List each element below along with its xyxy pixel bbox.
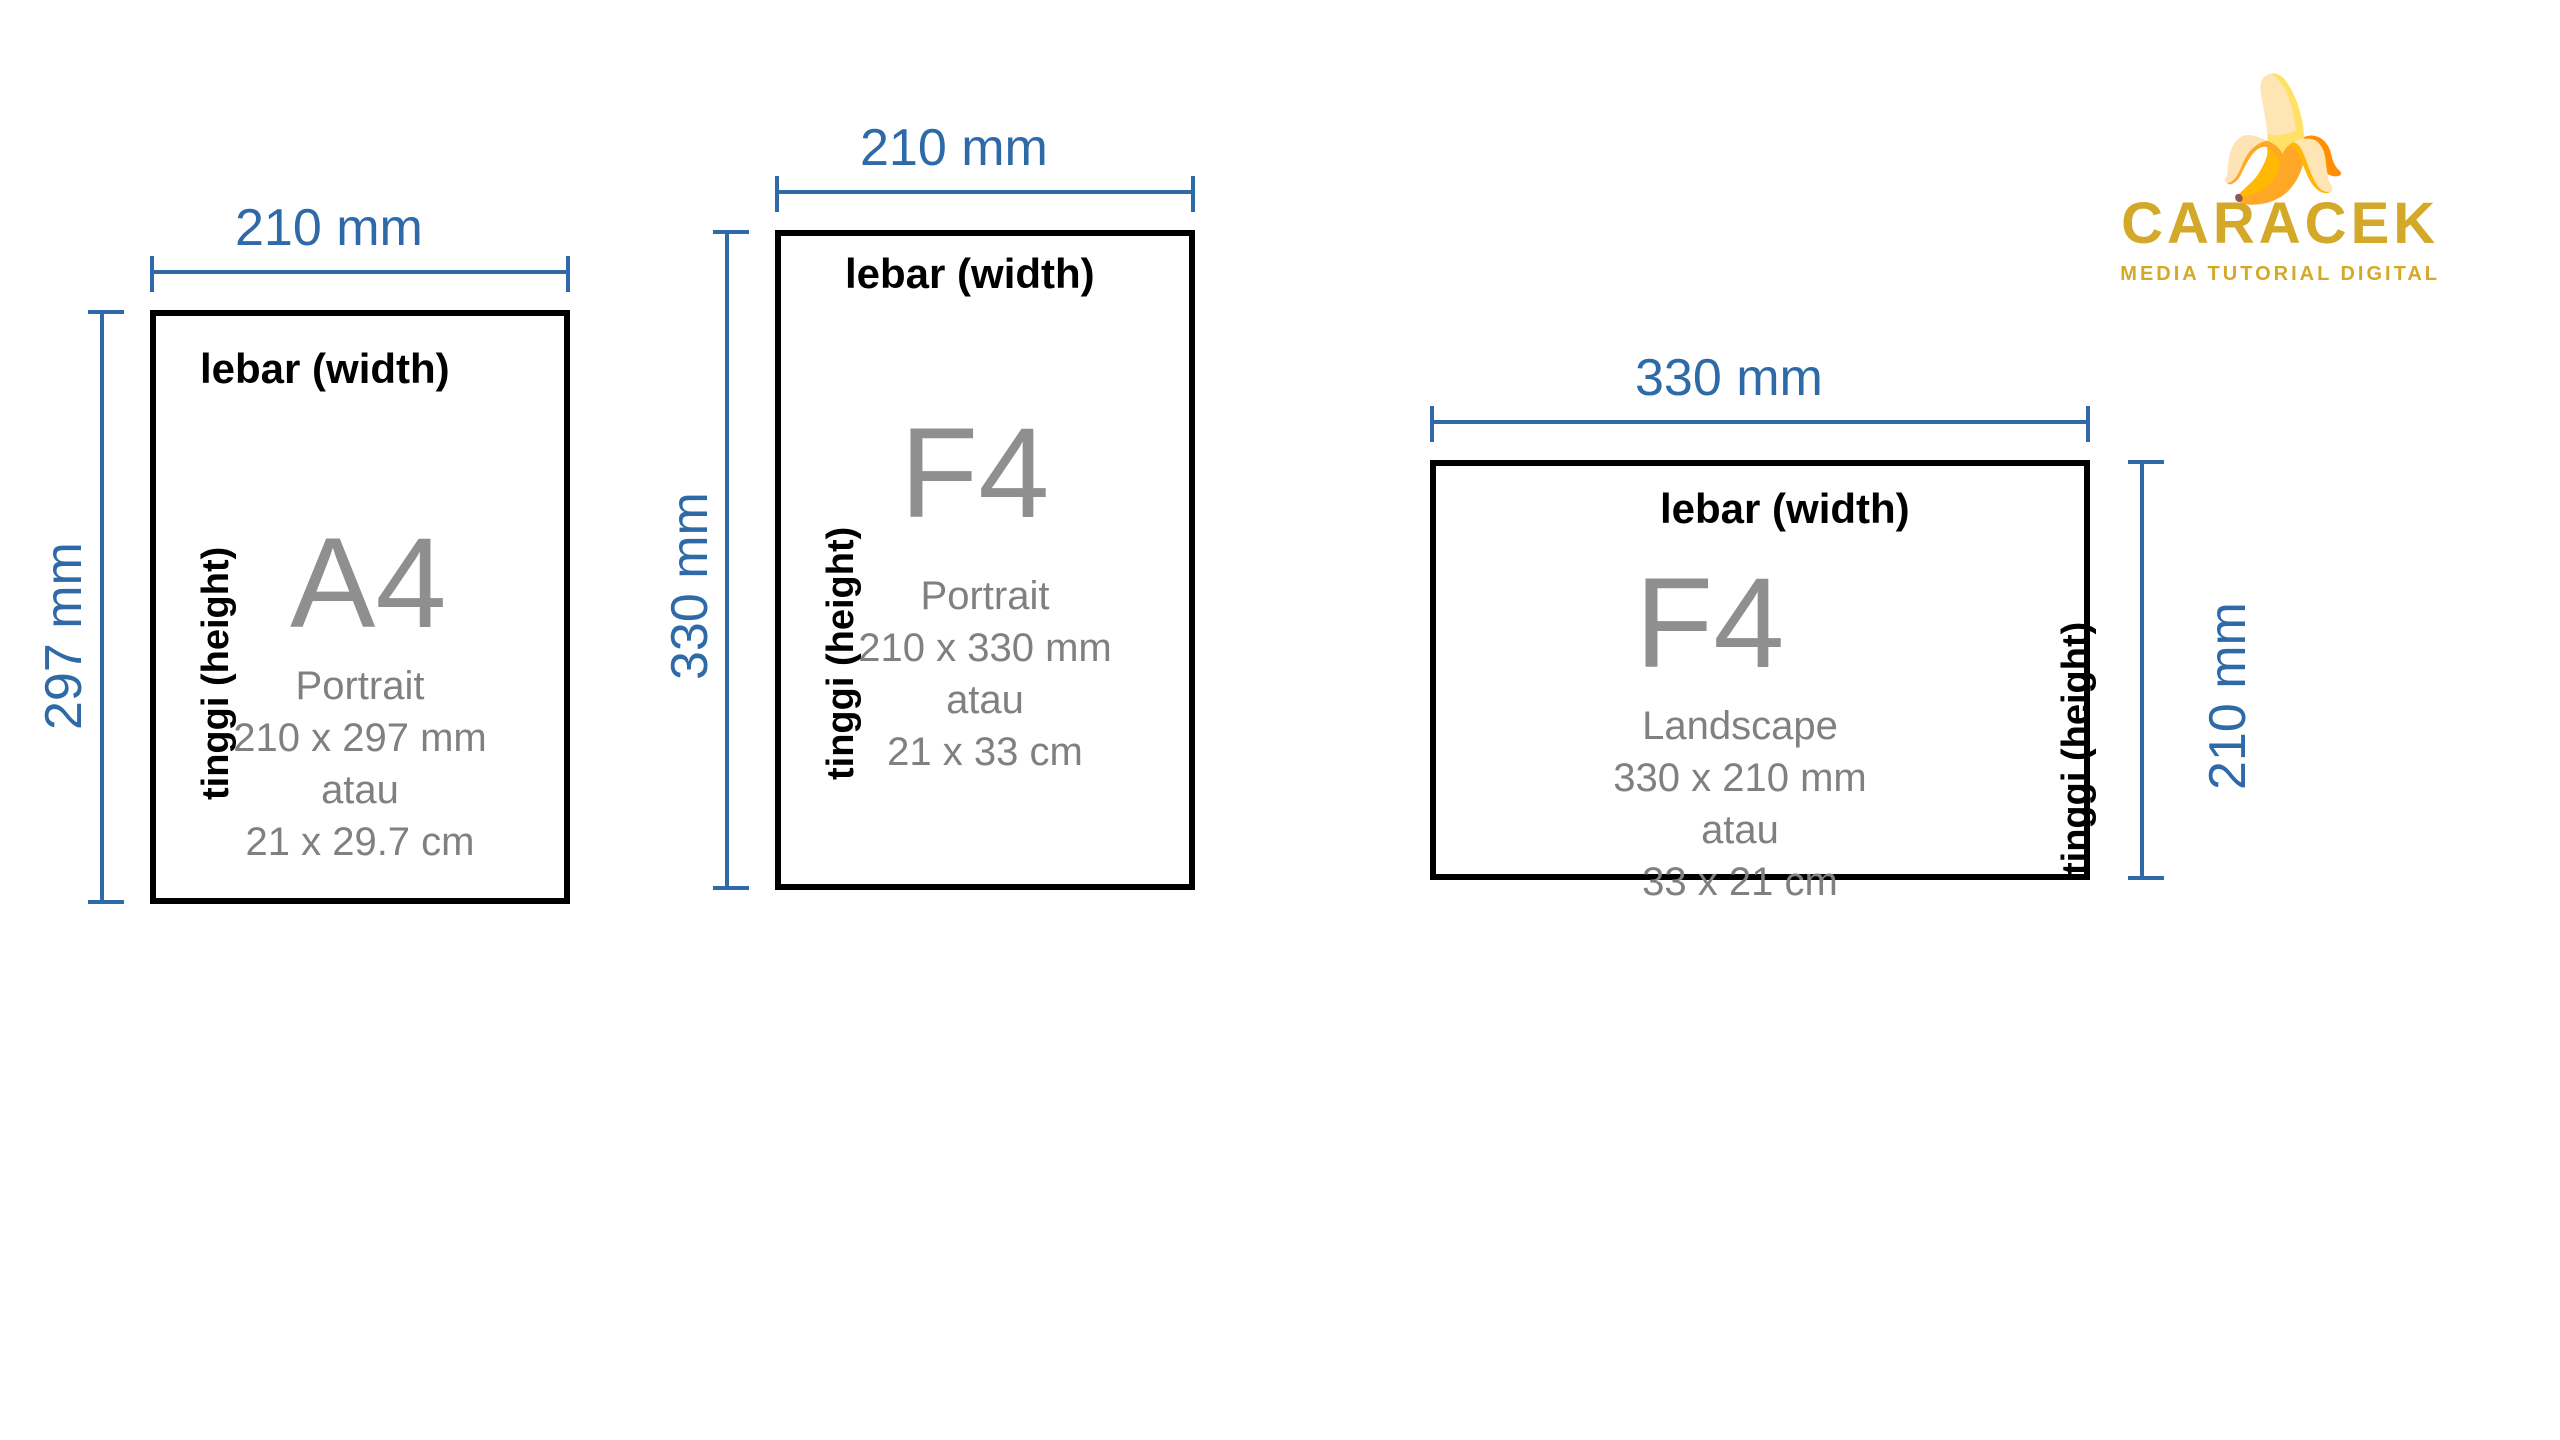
f4l-size-mm: 330 x 210 mm — [1490, 752, 1990, 804]
f4p-orientation: Portrait — [800, 570, 1170, 622]
f4p-title: F4 — [900, 400, 1049, 547]
a4-size-mm: 210 x 297 mm — [180, 712, 540, 764]
f4l-size-cm: 33 x 21 cm — [1490, 856, 1990, 908]
f4p-width-dim-label: 210 mm — [860, 118, 1048, 178]
a4-or: atau — [180, 764, 540, 816]
f4l-width-dim-label: 330 mm — [1635, 348, 1823, 408]
f4p-width-dimension — [775, 190, 1195, 194]
f4p-or: atau — [800, 674, 1170, 726]
f4p-details: Portrait 210 x 330 mm atau 21 x 33 cm — [800, 570, 1170, 778]
f4l-width-dimension — [1430, 420, 2090, 424]
f4p-size-cm: 21 x 33 cm — [800, 726, 1170, 778]
f4l-title: F4 — [1635, 550, 1784, 697]
a4-width-dimension — [150, 270, 570, 274]
diagram-stage: 210 mm 297 mm lebar (width) tinggi (heig… — [40, 140, 2500, 1340]
f4p-height-dimension — [725, 230, 729, 890]
f4l-lebar-label: lebar (width) — [1660, 485, 1910, 533]
f4p-size-mm: 210 x 330 mm — [800, 622, 1170, 674]
f4l-height-dim-label: 210 mm — [2198, 602, 2258, 790]
a4-width-dim-label: 210 mm — [235, 198, 423, 258]
f4p-height-dim-label: 330 mm — [660, 492, 720, 680]
f4l-orientation: Landscape — [1490, 700, 1990, 752]
f4l-tinggi-label: tinggi (height) — [2055, 622, 2098, 875]
a4-orientation: Portrait — [180, 660, 540, 712]
a4-height-dimension — [100, 310, 104, 904]
a4-height-dim-label: 297 mm — [34, 542, 94, 730]
f4p-lebar-label: lebar (width) — [845, 250, 1095, 298]
f4l-height-dimension — [2140, 460, 2144, 880]
a4-lebar-label: lebar (width) — [200, 345, 450, 393]
a4-size-cm: 21 x 29.7 cm — [180, 816, 540, 868]
a4-title: A4 — [290, 510, 447, 657]
a4-details: Portrait 210 x 297 mm atau 21 x 29.7 cm — [180, 660, 540, 868]
f4l-details: Landscape 330 x 210 mm atau 33 x 21 cm — [1490, 700, 1990, 908]
f4l-or: atau — [1490, 804, 1990, 856]
